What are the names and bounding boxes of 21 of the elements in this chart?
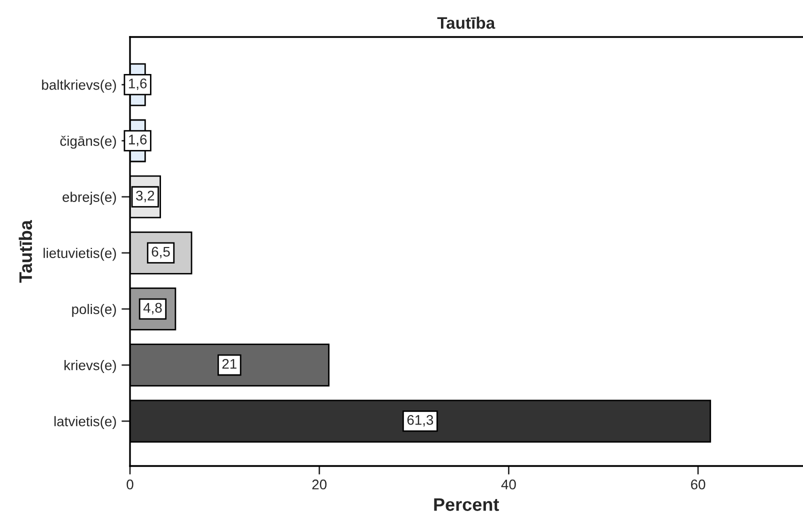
- data-label: 4,8: [143, 302, 162, 314]
- y-tick-label: latvietis(e): [54, 416, 116, 430]
- x-tick-label: 40: [501, 480, 516, 490]
- x-axis-title: Percent: [434, 498, 499, 511]
- chart-title: Tautība: [437, 16, 496, 29]
- x-tick-label: 20: [312, 480, 327, 490]
- x-tick-label: 60: [691, 480, 706, 490]
- y-tick-label: baltkrievs(e): [42, 80, 116, 93]
- data-label: 3,2: [136, 190, 154, 202]
- y-tick-label: polis(e): [72, 304, 116, 317]
- data-label: 1,6: [128, 134, 147, 146]
- y-tick-label: lietuvietis(e): [44, 248, 116, 261]
- data-label: 61,3: [407, 415, 434, 427]
- data-label: 6,5: [152, 246, 170, 258]
- y-axis-title: Tautība: [18, 220, 32, 283]
- y-tick-label: krievs(e): [64, 360, 116, 373]
- y-tick-label: ebrejs(e): [62, 192, 116, 205]
- data-label: 1,6: [128, 78, 147, 90]
- y-tick-label: čigāns(e): [60, 136, 116, 149]
- data-label: 21: [222, 358, 236, 369]
- x-tick-label: 0: [126, 480, 134, 490]
